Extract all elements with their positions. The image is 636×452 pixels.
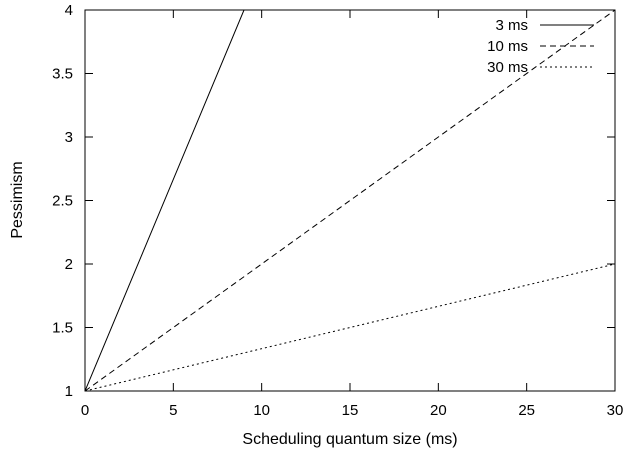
series-line-2 bbox=[85, 10, 615, 391]
legend-label: 3 ms bbox=[495, 17, 528, 34]
series-line-3 bbox=[85, 263, 615, 391]
y-tick-label: 2.5 bbox=[52, 193, 73, 210]
series-lines bbox=[85, 10, 615, 391]
axis-ticks bbox=[84, 9, 616, 392]
y-tick-label: 3.5 bbox=[52, 66, 73, 83]
legend: 3 ms 10 ms 30 ms bbox=[487, 17, 594, 76]
y-tick-label: 1.5 bbox=[52, 320, 73, 337]
x-tick-label: 20 bbox=[430, 402, 447, 419]
x-axis-title: Scheduling quantum size (ms) bbox=[242, 431, 457, 448]
legend-label: 10 ms bbox=[487, 38, 528, 55]
y-axis-title: Pessimism bbox=[9, 161, 26, 238]
series-line-1 bbox=[85, 10, 245, 391]
y-tick-label: 2 bbox=[65, 256, 73, 273]
x-tick-label: 0 bbox=[81, 402, 89, 419]
x-tick-label: 25 bbox=[518, 402, 535, 419]
y-tick-label: 4 bbox=[65, 2, 73, 19]
y-tick-label: 1 bbox=[65, 383, 73, 400]
x-tick-label: 15 bbox=[342, 402, 359, 419]
x-tick-label: 10 bbox=[253, 402, 270, 419]
legend-label: 30 ms bbox=[487, 59, 528, 76]
x-tick-labels: 0 5 10 15 20 25 30 bbox=[81, 402, 624, 419]
x-tick-label: 30 bbox=[607, 402, 624, 419]
y-tick-label: 3 bbox=[65, 129, 73, 146]
y-tick-labels: 1 1.5 2 2.5 3 3.5 4 bbox=[52, 2, 73, 400]
x-tick-label: 5 bbox=[169, 402, 177, 419]
